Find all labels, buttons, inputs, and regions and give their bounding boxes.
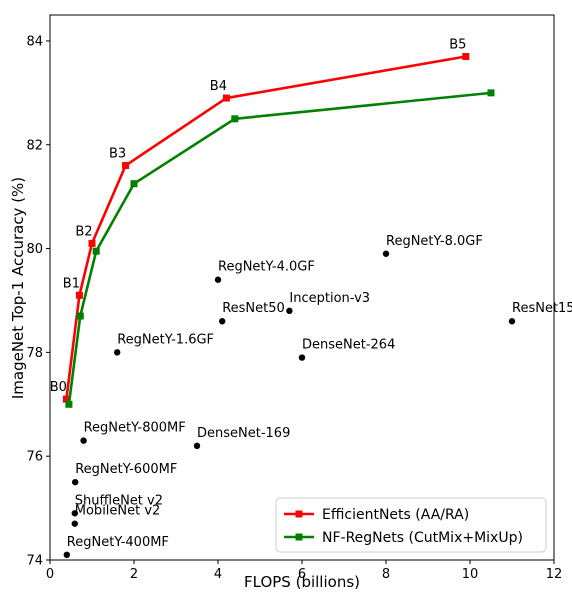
series-marker — [130, 180, 138, 188]
y-tick-label: 84 — [26, 34, 43, 49]
baseline-label: RegNetY-800MF — [84, 421, 186, 436]
series-marker — [462, 53, 470, 61]
plot-frame — [49, 14, 555, 561]
x-tick-label: 8 — [382, 567, 390, 582]
series-point-label: B1 — [63, 276, 80, 291]
baseline-label: DenseNet-264 — [302, 338, 395, 353]
baseline-label: ResNet152 — [512, 301, 572, 316]
x-tick-label: 6 — [298, 567, 306, 582]
y-tick-label: 76 — [26, 450, 43, 465]
baseline-point — [71, 520, 78, 527]
series-marker — [76, 312, 84, 320]
x-tick-label: 4 — [214, 567, 222, 582]
baseline-point — [298, 354, 306, 361]
y-tick-label: 74 — [26, 554, 43, 569]
y-tick-label: 78 — [26, 346, 43, 361]
legend-swatch-marker — [295, 533, 303, 541]
baseline-point — [219, 318, 226, 325]
baseline-point — [214, 276, 222, 283]
baseline-point — [71, 510, 78, 517]
baseline-point — [508, 318, 516, 325]
baseline-point — [63, 551, 70, 559]
series-marker — [487, 89, 495, 97]
baseline-label: RegNetY-400MF — [67, 535, 169, 550]
series-point-label: B0 — [50, 380, 67, 395]
x-tick-label: 10 — [462, 567, 479, 582]
legend-box — [275, 497, 547, 553]
series-marker — [122, 162, 130, 170]
legend: EfficientNets (AA/RA) NF-RegNets (CutMix+… — [275, 497, 547, 553]
baseline-label: ShuffleNet v2 — [75, 493, 163, 508]
x-tick-label: 2 — [130, 567, 138, 582]
x-tick-label: 12 — [546, 567, 563, 582]
legend-entry: EfficientNets (AA/RA) — [322, 507, 469, 523]
y-tick-label: 82 — [26, 138, 43, 153]
series-line — [65, 55, 467, 400]
baseline-point — [286, 307, 293, 315]
baseline-label: MobileNet v2 — [75, 504, 161, 519]
series-marker — [75, 291, 83, 299]
legend-entry: NF-RegNets (CutMix+MixUp) — [322, 530, 523, 546]
x-tick-label: 0 — [46, 567, 54, 582]
legend-swatch-marker — [295, 510, 303, 518]
series-marker — [222, 94, 230, 102]
series-point-label: B5 — [449, 38, 466, 53]
baseline-label: Inception-v3 — [289, 291, 370, 306]
baseline-label: ResNet50 — [222, 301, 285, 316]
series-line — [67, 91, 492, 405]
series-point-label: B4 — [210, 79, 227, 94]
series-marker — [88, 239, 96, 247]
y-axis-label: ImageNet Top-1 Accuracy (%) — [9, 177, 27, 399]
y-tick-label: 80 — [26, 242, 43, 257]
baseline-point — [193, 442, 201, 450]
baseline-point — [80, 437, 87, 444]
series-point-label: B2 — [75, 224, 92, 239]
baseline-label: RegNetY-8.0GF — [386, 234, 483, 249]
baseline-label: RegNetY-1.6GF — [117, 332, 214, 347]
baseline-label: RegNetY-600MF — [75, 462, 177, 477]
baseline-point — [114, 349, 121, 356]
series-marker — [92, 247, 100, 255]
baseline-point — [382, 250, 390, 257]
series-marker — [231, 115, 239, 123]
baseline-label: RegNetY-4.0GF — [218, 260, 315, 275]
baseline-label: DenseNet-169 — [197, 426, 290, 441]
baseline-point — [72, 478, 79, 486]
series-marker — [65, 400, 73, 408]
series-marker — [62, 395, 70, 403]
axis-ticks: 0 2 4 6 8 10 12 74 76 78 80 82 84 — [26, 34, 562, 582]
x-axis-label: FLOPS (billions) — [244, 573, 360, 591]
series-point-label: B3 — [109, 147, 126, 162]
plot-area: RegNetY-8.0GF RegNetY-4.0GF ResNet50 Incept… — [50, 38, 572, 559]
